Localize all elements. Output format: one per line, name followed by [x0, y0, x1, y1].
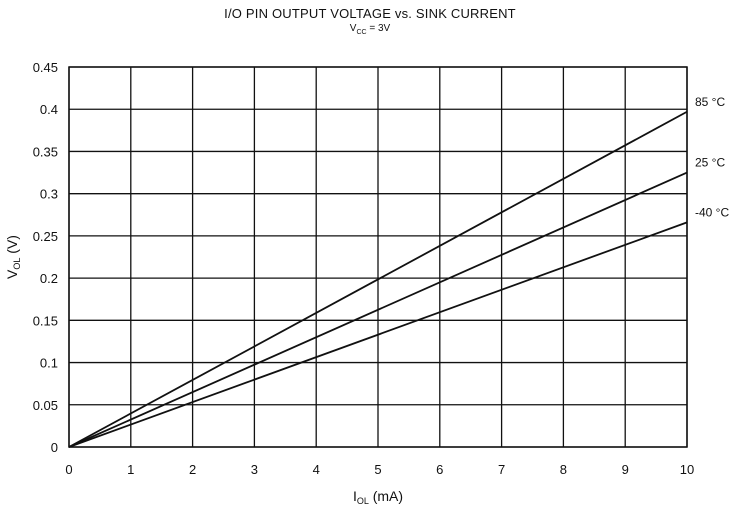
subtitle-main: V — [349, 23, 357, 34]
grid-layer — [68, 66, 688, 448]
y-tick-label: 0.4 — [40, 102, 58, 117]
y-tick-label: 0.3 — [40, 187, 58, 202]
series-line — [68, 221, 688, 448]
y-tick-label: 0.05 — [33, 398, 58, 413]
x-tick-label: 8 — [560, 462, 567, 477]
plot-frame — [68, 66, 688, 448]
y-tick-label: 0.1 — [40, 356, 58, 371]
series-layer — [68, 110, 688, 448]
y-tick-label: 0.25 — [33, 229, 58, 244]
subtitle-rest: = 3V — [366, 23, 391, 34]
x-tick-label: 6 — [436, 462, 443, 477]
series-labels: 85 °C 25 °C -40 °C — [695, 95, 729, 220]
series-label: 85 °C — [695, 95, 725, 109]
y-tick-label: 0.2 — [40, 271, 58, 286]
series-label: -40 °C — [695, 205, 729, 219]
x-tick-label: 2 — [189, 462, 196, 477]
series-line — [68, 110, 688, 448]
x-tick-label: 10 — [680, 462, 694, 477]
x-tick-label: 0 — [65, 462, 72, 477]
y-tick-label: 0 — [51, 440, 58, 455]
x-tick-label: 5 — [374, 462, 381, 477]
y-tick-label: 0.45 — [33, 60, 58, 75]
x-axis-label: IOL (mA) — [353, 488, 403, 506]
series-line — [68, 171, 688, 448]
x-tick-label: 1 — [127, 462, 134, 477]
x-tick-label: 4 — [313, 462, 320, 477]
subtitle-sub: CC — [356, 29, 367, 36]
tick-labels: 0 1 2 3 4 5 6 7 8 9 10 0 0.05 0.1 0.15 0.2 0.25 0.3 0.35 0.… — [33, 60, 695, 477]
y-tick-label: 0.15 — [33, 313, 58, 328]
chart-title: I/O PIN OUTPUT VOLTAGE vs. SINK CURRENT — [224, 6, 516, 21]
chart-subtitle: VCC = 3V — [0, 23, 740, 36]
x-tick-label: 9 — [622, 462, 629, 477]
y-tick-label: 0.35 — [33, 144, 58, 159]
x-tick-label: 3 — [251, 462, 258, 477]
series-label: 25 °C — [695, 156, 725, 170]
x-tick-label: 7 — [498, 462, 505, 477]
y-axis-label: VOL (V) — [4, 235, 22, 279]
